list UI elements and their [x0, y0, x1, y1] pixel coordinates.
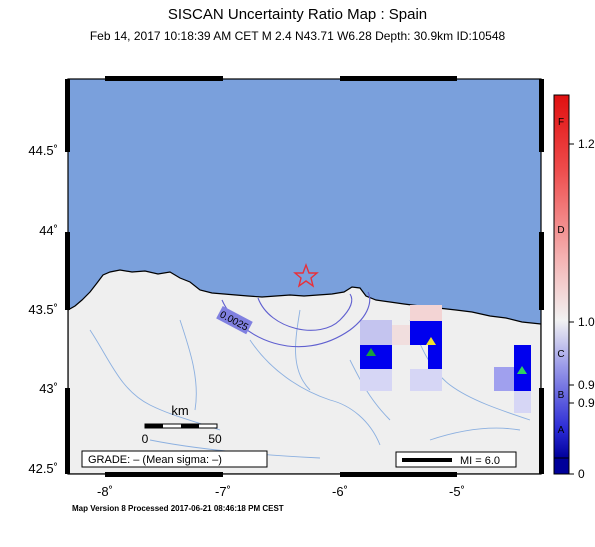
- epicenter-star: [293, 263, 319, 288]
- lat-tick-label: 44˚: [39, 223, 58, 238]
- colorbar-grade-letter: F: [558, 117, 564, 128]
- station-marker: [517, 366, 527, 374]
- colorbar-value-label: 1.0: [578, 315, 595, 329]
- map-footer: Map Version 8 Processed 2017-06-21 08:46…: [72, 504, 284, 513]
- svg-text:0: 0: [142, 432, 149, 446]
- lon-tick-label: -5˚: [449, 484, 465, 499]
- uncertainty-cells: [360, 305, 531, 413]
- station-marker: [366, 348, 376, 356]
- lon-tick-label: -8˚: [97, 484, 113, 499]
- lat-tick-label: 43.5˚: [28, 302, 58, 317]
- lon-tick-label: -6˚: [332, 484, 348, 499]
- colorbar-value-label: 0.9: [578, 396, 595, 410]
- colorbar-grade-letter: A: [558, 425, 565, 436]
- scale-bar: km 0 50: [142, 403, 222, 446]
- svg-text:km: km: [171, 403, 188, 418]
- mi-legend: MI = 6.0: [395, 451, 517, 468]
- grade-box: GRADE: – (Mean sigma: –): [81, 450, 268, 468]
- svg-text:50: 50: [208, 432, 222, 446]
- lat-tick-label: 44.5˚: [28, 143, 58, 158]
- colorbar-value-label: 0: [578, 467, 585, 481]
- svg-text:MI = 6.0: MI = 6.0: [460, 455, 500, 467]
- lat-tick-label: 42.5˚: [28, 461, 58, 476]
- frame-border: [65, 76, 544, 477]
- colorbar-value-label: 0.9: [578, 378, 595, 392]
- colorbar-grade-letter: D: [557, 225, 564, 236]
- map-subtitle: Feb 14, 2017 10:18:39 AM CET M 2.4 N43.7…: [89, 29, 506, 43]
- map-title: SISCAN Uncertainty Ratio Map : Spain: [167, 6, 428, 23]
- colorbar-grade-letter: C: [557, 349, 564, 360]
- colorbar-value-label: 1.2: [578, 137, 595, 151]
- lon-tick-label: -7˚: [215, 484, 231, 499]
- colorbar-grade-letter: B: [558, 390, 565, 401]
- lat-tick-label: 43˚: [39, 381, 58, 396]
- svg-text:GRADE: – (Mean sigma: –): GRADE: – (Mean sigma: –): [88, 454, 222, 466]
- station-marker: [426, 337, 436, 345]
- colorbar: F D C B A 1.2 1.0 0.9 0.9 0: [553, 94, 595, 481]
